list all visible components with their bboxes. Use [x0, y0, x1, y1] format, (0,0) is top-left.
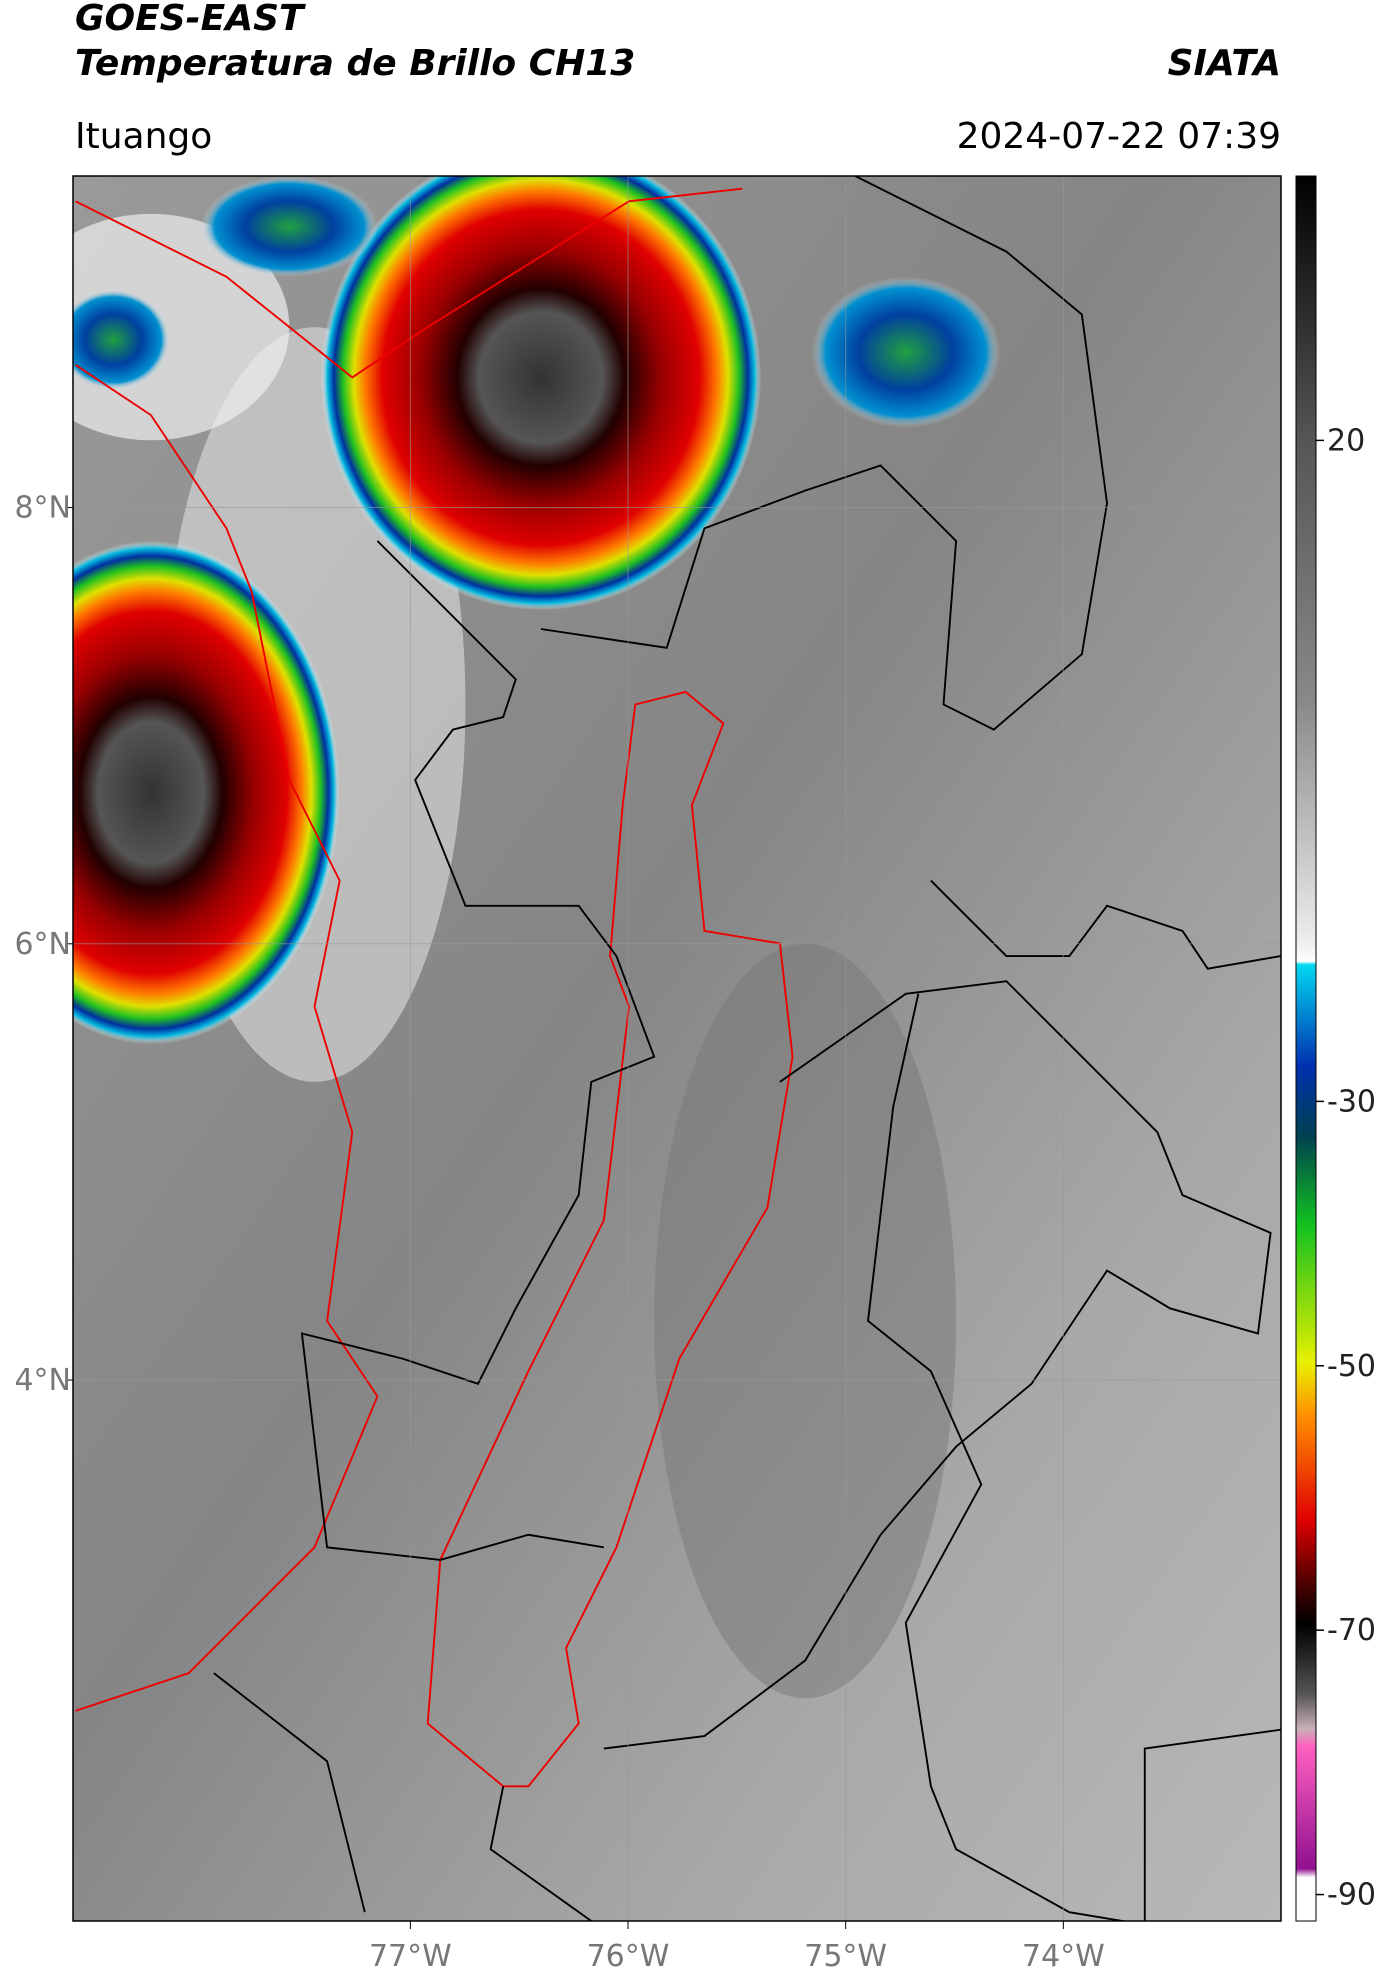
satellite-title: GOES-EAST	[75, 0, 306, 39]
colorbar-tick-label: -50	[1327, 1349, 1376, 1384]
map-frame	[72, 175, 1282, 1922]
colorbar-tick-label: -70	[1327, 1613, 1376, 1648]
source-label: SIATA	[1168, 43, 1281, 84]
colorbar	[1295, 175, 1317, 1922]
colorbar-tick-label: -90	[1327, 1878, 1376, 1913]
lon-tick-label: 77°W	[369, 1939, 452, 1974]
location-label: Ituango	[75, 116, 212, 157]
satellite-image	[73, 176, 1281, 1921]
lon-tick-label: 75°W	[804, 1939, 887, 1974]
colorbar-tick-label: -30	[1327, 1084, 1376, 1119]
lat-tick-label: 4°N	[14, 1363, 71, 1398]
timestamp-label: 2024-07-22 07:39	[957, 116, 1281, 157]
lon-tick-label: 74°W	[1022, 1939, 1105, 1974]
colorbar-tick-label: 20	[1327, 423, 1365, 458]
product-title: Temperatura de Brillo CH13	[75, 43, 635, 84]
lat-tick-label: 6°N	[14, 927, 71, 962]
graticule	[73, 176, 1281, 1921]
lon-tick-label: 76°W	[587, 1939, 670, 1974]
lat-tick-label: 8°N	[14, 491, 71, 526]
